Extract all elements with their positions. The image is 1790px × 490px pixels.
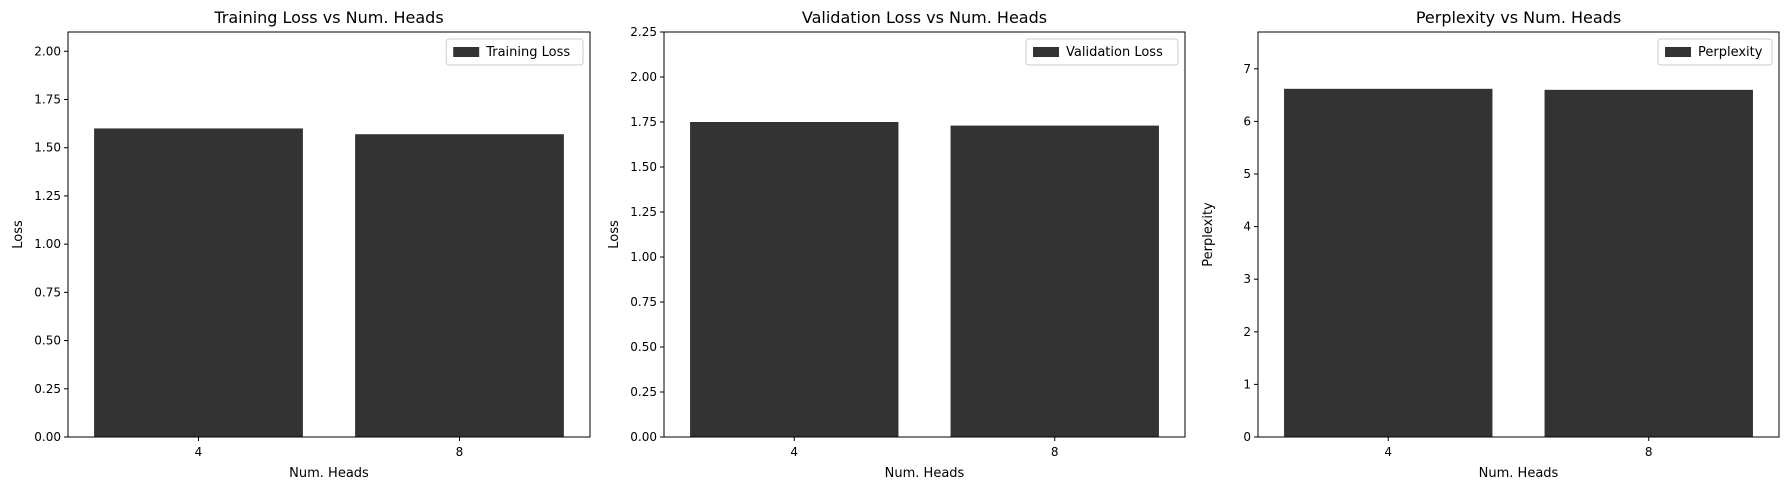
x-tick-label: 8 [456, 445, 464, 459]
legend-box [1657, 38, 1773, 66]
chart-title: Perplexity vs Num. Heads [1416, 8, 1621, 27]
axes-frame [1257, 31, 1780, 438]
chart-title: Validation Loss vs Num. Heads [802, 8, 1047, 27]
y-axis-label: Perplexity [1201, 202, 1216, 267]
y-tick-label: 5 [1243, 167, 1251, 181]
legend-box [445, 38, 584, 66]
y-tick-label: 2.00 [630, 70, 657, 84]
bar-8 [950, 125, 1159, 437]
y-tick-label: 3 [1243, 272, 1251, 286]
bar-4 [690, 122, 899, 437]
x-axis-label: Num. Heads [1479, 466, 1559, 481]
legend-box [1025, 38, 1179, 66]
legend-label: Perplexity [1698, 45, 1763, 60]
y-tick-label: 7 [1243, 62, 1251, 76]
y-tick-label: 0.00 [34, 430, 61, 444]
y-tick-label: 0.00 [630, 430, 657, 444]
y-tick-label: 1.00 [34, 237, 61, 251]
chart-title: Training Loss vs Num. Heads [213, 8, 443, 27]
y-tick-label: 1.00 [630, 250, 657, 264]
x-tick-label: 8 [1645, 445, 1653, 459]
x-tick-label: 4 [790, 445, 798, 459]
y-tick-label: 2.25 [630, 25, 657, 39]
y-axis-label: Loss [607, 220, 622, 249]
y-tick-label: 1.25 [630, 205, 657, 219]
x-axis-label: Num. Heads [289, 466, 369, 481]
y-tick-label: 1.50 [34, 141, 61, 155]
y-tick-label: 0.50 [34, 334, 61, 348]
y-tick-label: 6 [1243, 114, 1251, 128]
y-axis-label: Loss [11, 220, 26, 249]
y-tick-label: 1.75 [630, 115, 657, 129]
bar-4 [94, 128, 303, 437]
y-tick-label: 4 [1243, 220, 1251, 234]
y-tick-label: 0.25 [34, 382, 61, 396]
legend-swatch [1033, 47, 1059, 57]
y-tick-label: 0.75 [34, 285, 61, 299]
axes-frame [67, 31, 591, 438]
legend-swatch [453, 47, 480, 57]
y-tick-label: 2.00 [34, 44, 61, 58]
y-tick-label: 1.25 [34, 189, 61, 203]
y-tick-label: 0.25 [630, 385, 657, 399]
bar-4 [1284, 88, 1493, 437]
legend-swatch [1665, 47, 1691, 57]
y-tick-label: 1 [1243, 377, 1251, 391]
y-tick-label: 2 [1243, 325, 1251, 339]
bar-8 [355, 134, 564, 437]
x-tick-label: 8 [1051, 445, 1059, 459]
y-tick-label: 1.50 [630, 160, 657, 174]
legend-label: Training Loss [485, 45, 570, 60]
x-tick-label: 4 [1384, 445, 1392, 459]
y-tick-label: 0.75 [630, 295, 657, 309]
x-axis-label: Num. Heads [885, 466, 965, 481]
y-tick-label: 0.50 [630, 340, 657, 354]
axes-frame [663, 31, 1186, 438]
y-tick-label: 0 [1243, 430, 1251, 444]
bar-8 [1544, 89, 1753, 438]
legend-label: Validation Loss [1066, 45, 1163, 60]
x-tick-label: 4 [195, 445, 203, 459]
y-tick-label: 1.75 [34, 93, 61, 107]
